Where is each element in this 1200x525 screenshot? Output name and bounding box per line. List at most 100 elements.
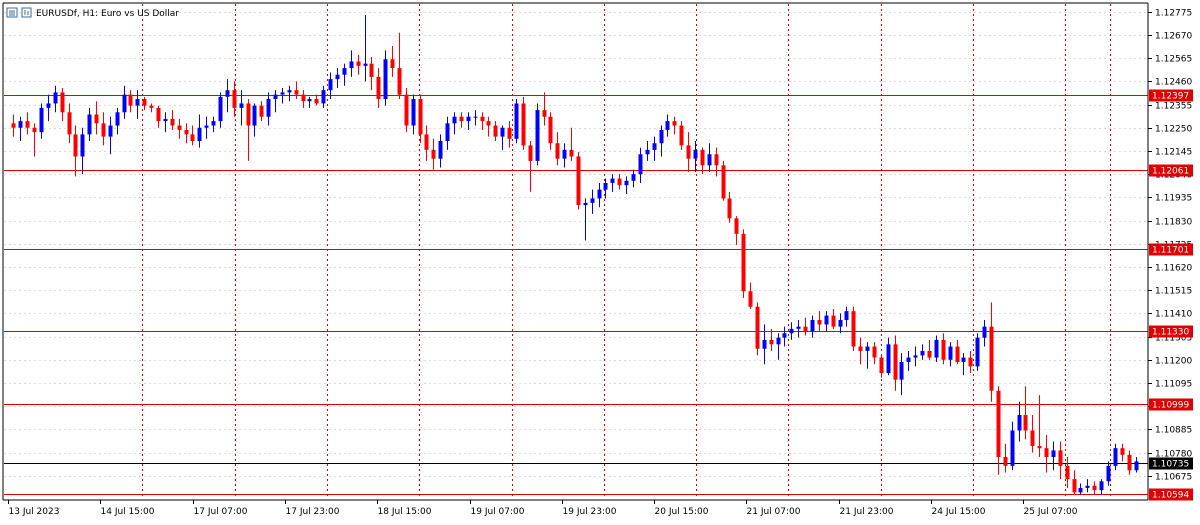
candle-body [1044, 448, 1049, 458]
candle-body [831, 315, 836, 327]
candle [60, 87, 65, 122]
candle-body [603, 182, 608, 190]
candle [714, 147, 719, 177]
candle [961, 353, 966, 376]
candle [975, 333, 980, 371]
candle [590, 189, 595, 214]
candle [149, 103, 154, 113]
candle-body [493, 125, 498, 137]
time-axis[interactable]: 13 Jul 2023 14 Jul 15:00 17 Jul 07:00 17 Ju… [8, 500, 1078, 517]
candle [610, 174, 615, 192]
candle-body [397, 68, 402, 95]
candle-body [665, 121, 670, 130]
candle-body [521, 103, 526, 146]
candle-body [686, 145, 691, 159]
candle-body [438, 141, 443, 159]
candle-body [707, 154, 712, 166]
candle [163, 112, 168, 133]
candle [700, 147, 705, 175]
candle [1010, 421, 1015, 471]
y-tick-label: 1.11830 [1155, 218, 1192, 228]
candle [46, 94, 51, 122]
y-tick-label: 1.11095 [1155, 380, 1192, 390]
horizontal-levels[interactable] [4, 95, 1148, 495]
candle-body [741, 233, 746, 292]
candle-body [961, 357, 966, 362]
candle [693, 141, 698, 172]
y-tick-label: 1.12565 [1155, 55, 1192, 65]
candle-body [1030, 430, 1035, 446]
candle [404, 87, 409, 133]
x-tick-label: 19 Jul 07:00 [471, 507, 525, 517]
candle-body [259, 105, 264, 117]
current-price-tag [1149, 457, 1193, 470]
level-price-tag [1149, 488, 1193, 501]
candle [831, 308, 836, 329]
candle [872, 342, 877, 365]
candle [1134, 457, 1139, 473]
candle [893, 335, 898, 391]
candle [486, 116, 491, 137]
candle [80, 127, 85, 175]
candle [184, 123, 189, 144]
candle [1030, 415, 1035, 453]
candle [679, 121, 684, 150]
x-tick-label: 25 Jul 07:00 [1024, 507, 1078, 517]
candle [521, 96, 526, 150]
y-tick-label: 1.11935 [1155, 194, 1192, 204]
candle [122, 85, 127, 119]
candle-body [583, 202, 588, 206]
symbol-icon[interactable] [21, 7, 32, 18]
candle [782, 326, 787, 347]
candle-body [865, 346, 870, 351]
candle-body [576, 156, 581, 206]
candle [1037, 395, 1042, 458]
candle [535, 103, 540, 166]
candle [542, 92, 547, 126]
candle-body [197, 127, 202, 142]
candle [142, 96, 147, 111]
candle [796, 320, 801, 338]
candle [307, 96, 312, 108]
candle-body [838, 320, 843, 327]
horizontal-grid [4, 12, 1147, 477]
level-price-labels: 1.12397 1.12061 1.11701 1.11330 1.10999 1.105… [1149, 89, 1193, 501]
candle-body [356, 61, 361, 66]
candle [156, 105, 161, 128]
candle-body [982, 326, 987, 338]
candle-body [376, 76, 381, 100]
y-tick-label: 1.11410 [1155, 310, 1192, 320]
candle-body [548, 116, 553, 144]
candle-body [1113, 448, 1118, 466]
candle-body [528, 145, 533, 161]
candle-body [659, 129, 664, 144]
candle [218, 92, 223, 128]
candle-body [631, 174, 636, 181]
candle [858, 337, 863, 365]
candle-body [535, 110, 540, 161]
candle-body [163, 118, 168, 122]
candle-body [1106, 465, 1111, 482]
candle-body [108, 125, 113, 137]
y-tick-label: 1.10885 [1155, 426, 1192, 436]
chart-window-icon[interactable] [6, 7, 18, 18]
x-tick-label: 21 Jul 23:00 [840, 507, 894, 517]
candle-body [514, 103, 519, 139]
candle [211, 116, 216, 133]
candle-body [466, 116, 471, 122]
candle-body [624, 180, 629, 186]
candle-body [1078, 487, 1083, 493]
candle [810, 315, 815, 338]
candle [1051, 441, 1056, 471]
level-price-tag [1149, 398, 1193, 411]
candle [135, 90, 140, 119]
candle-body [893, 344, 898, 380]
candle-body [796, 326, 801, 329]
candle [934, 335, 939, 362]
candle-body [1065, 465, 1070, 480]
candle [459, 112, 464, 128]
candle-body [906, 357, 911, 362]
candle [727, 191, 732, 223]
